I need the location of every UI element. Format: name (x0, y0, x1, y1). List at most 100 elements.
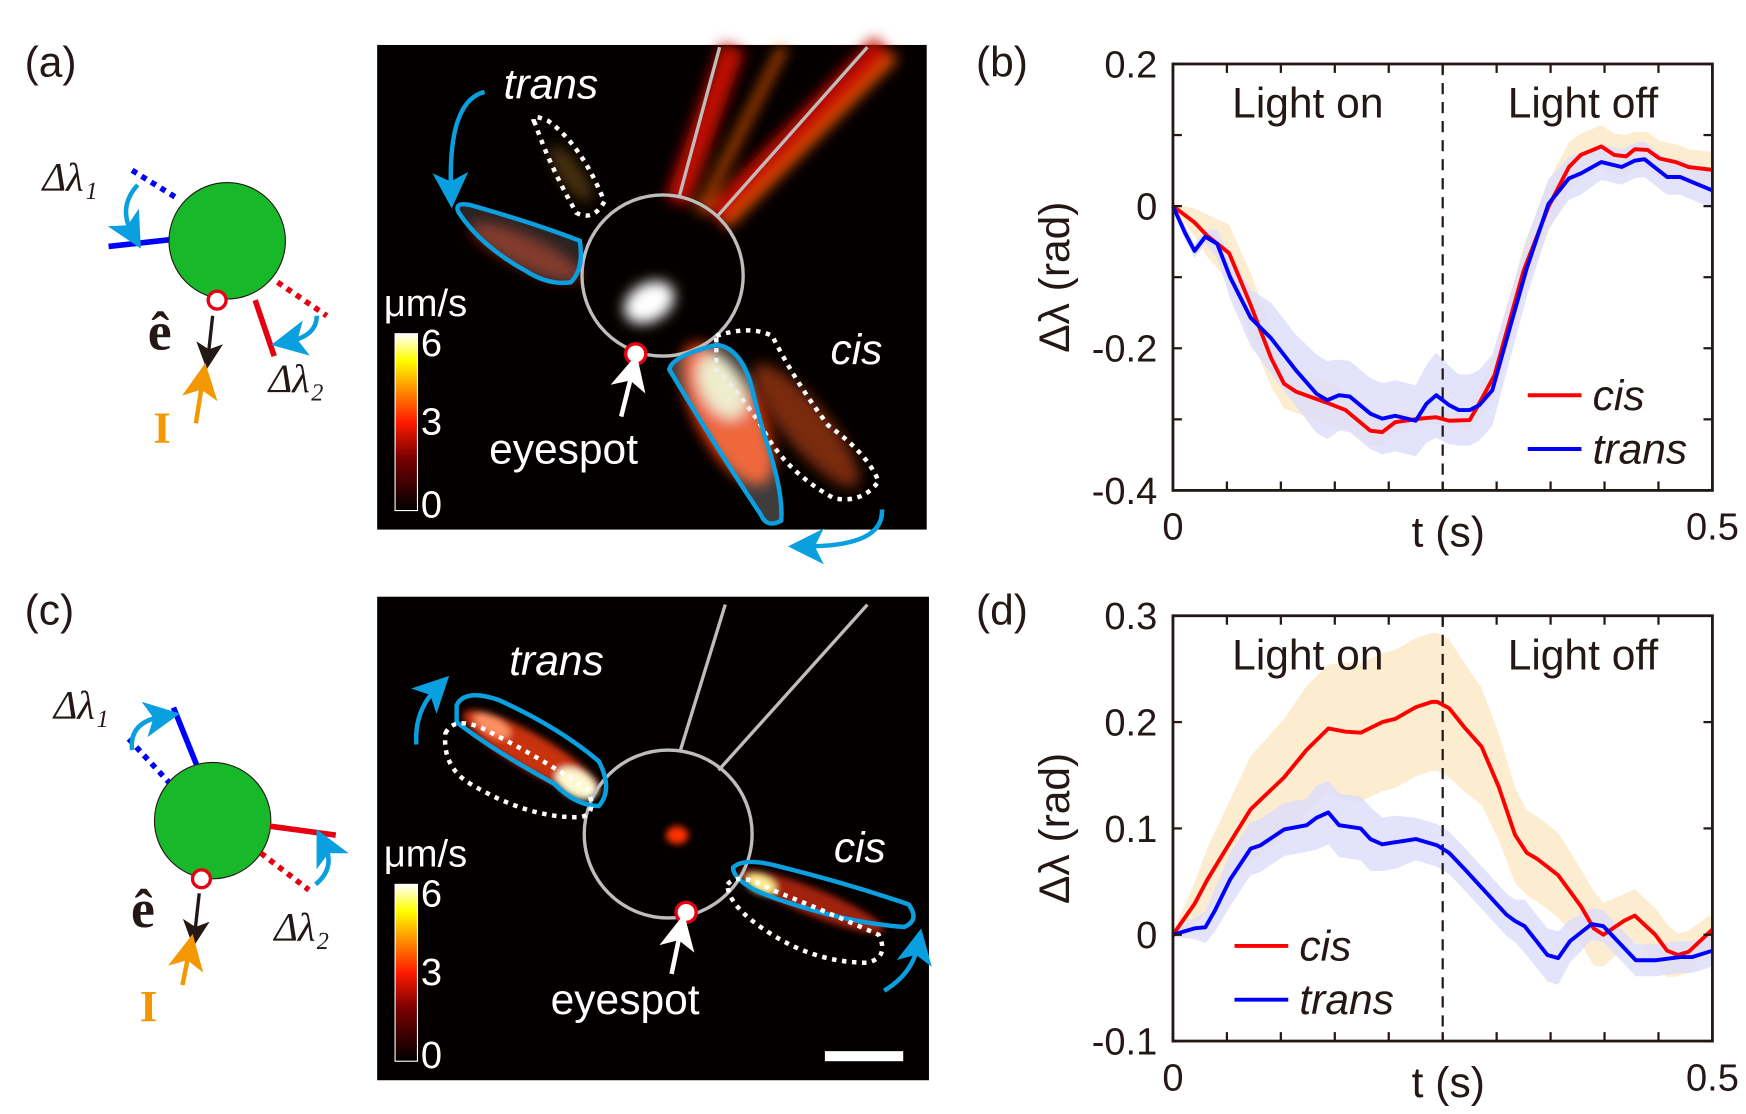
colorbar-unit-label: μm/s (384, 833, 467, 875)
y-tick-label: 0 (1136, 915, 1157, 957)
x-tick-label: 0 (1162, 1057, 1183, 1099)
eyespot-pointer-arrow-icon (659, 913, 695, 975)
e-hat-arrow-icon (182, 893, 210, 947)
x-tick-label: 0 (1162, 507, 1183, 549)
colorbar-unit-label: μm/s (384, 283, 467, 325)
eyespot-label: eyespot (551, 976, 700, 1024)
chart-d: 0.30.20.10-0.10 0.5t (s)Δλ (rad)Light on L… (1031, 596, 1739, 1107)
panel-label-b: (b) (976, 38, 1028, 86)
flagellum-guide-1 (678, 604, 727, 751)
trans-blue-region (455, 201, 584, 286)
trans-blue-region (454, 693, 609, 809)
rotation-arrow-1-icon (129, 701, 180, 751)
cell-body (168, 182, 286, 300)
colorbar-min-label: 0 (421, 484, 442, 526)
blue-dotted-line (130, 167, 181, 202)
blue-flagellum-line (108, 236, 171, 250)
cis-rotation-arrow-icon (883, 928, 932, 993)
panel-label-a: (a) (25, 38, 77, 86)
trans-rotation-arrow-icon (411, 675, 450, 745)
trans-rotation-arrow-icon (432, 89, 486, 209)
x-axis-label: t (s) (1412, 508, 1485, 556)
light-off-annotation: Light off (1508, 631, 1659, 679)
series-line-trans (1172, 810, 1714, 963)
intensity-label: I (140, 981, 157, 1031)
legend-label-cis: cis (1593, 372, 1645, 420)
trans-dotted-region (442, 720, 594, 820)
schematic-a: ê I Δλ₁ Δλ₂ (41, 154, 329, 452)
colorbar-max-label: 6 (421, 323, 442, 365)
y-tick-label: 0.1 (1104, 809, 1157, 851)
delta-lambda-1-label: Δλ₁ (41, 154, 98, 199)
legend-label-trans: trans (1593, 426, 1688, 474)
cis-dotted-region (725, 876, 885, 965)
x-tick-label: 0.5 (1686, 507, 1739, 549)
colorbar-mid-label: 3 (421, 952, 442, 994)
e-hat-arrow-icon (196, 315, 224, 370)
light-arrow-icon (182, 363, 218, 424)
y-tick-label: -0.1 (1092, 1021, 1158, 1063)
delta-lambda-2-label: Δλ₂ (267, 356, 324, 401)
y-tick-label: 0.3 (1104, 596, 1157, 638)
error-band-cis (1172, 632, 1713, 978)
series-line-trans (1171, 157, 1714, 423)
blue-flagellum-line (170, 706, 200, 767)
intensity-label: I (153, 402, 170, 452)
light-on-annotation: Light on (1232, 80, 1383, 128)
trans-label: trans (509, 637, 604, 685)
y-tick-label: -0.2 (1092, 329, 1158, 371)
flagellum-guide-2 (716, 46, 869, 218)
scale-bar (824, 1051, 904, 1062)
light-on-annotation: Light on (1232, 631, 1383, 679)
eyespot-marker (674, 900, 698, 925)
colorbar-min-label: 0 (421, 1035, 442, 1077)
flagellum-guide-1 (677, 46, 722, 197)
legend-label-cis: cis (1299, 922, 1351, 970)
eyespot-marker (623, 342, 648, 366)
colorbar-mid-label: 3 (421, 401, 442, 443)
flagellum-guide-2 (717, 603, 869, 772)
colorbar (394, 333, 419, 512)
cis-blue-region (730, 859, 916, 930)
y-axis-label: Δλ (rad) (1031, 753, 1079, 904)
flow-map-background (377, 596, 929, 1081)
x-axis-label: t (s) (1412, 1059, 1485, 1107)
red-flagellum-line (269, 823, 337, 838)
series-line-cis (1171, 144, 1713, 435)
red-dotted-line (275, 279, 329, 319)
delta-lambda-1-label: Δλ₁ (52, 683, 109, 728)
blue-dotted-line (126, 736, 173, 786)
eyespot-marker (206, 289, 228, 311)
y-tick-label: 0 (1136, 187, 1157, 229)
chart-b: 0.20-0.2-0.40 0.5t (s)Δλ (rad)Light on Lig… (1031, 44, 1739, 556)
rotation-arrow-2-icon (314, 829, 349, 887)
y-tick-label: 0.2 (1104, 44, 1157, 86)
y-axis-label: Δλ (rad) (1031, 202, 1079, 353)
flow-map-a: trans cis eyespot μm/s 6 3 0 (377, 37, 927, 565)
cis-blue-region (666, 342, 784, 526)
cis-label: cis (834, 824, 886, 872)
trans-label: trans (504, 61, 599, 109)
rotation-arrow-1-icon (107, 183, 141, 249)
panel-label-d: (d) (976, 587, 1028, 635)
eyespot-label: eyespot (489, 426, 638, 474)
error-band-trans (1172, 141, 1713, 457)
legend-label-trans: trans (1299, 976, 1394, 1024)
red-dotted-line (259, 850, 311, 893)
delta-lambda-2-label: Δλ₂ (272, 904, 329, 949)
e-hat-label: ê (131, 879, 155, 939)
schematic-c: ê I Δλ₁ Δλ₂ (52, 683, 349, 1031)
colorbar-max-label: 6 (421, 874, 442, 916)
panel-label-c: (c) (25, 587, 75, 635)
eyespot-pointer-arrow-icon (610, 354, 646, 418)
eyespot-marker (190, 868, 213, 890)
red-flagellum-line (252, 299, 277, 357)
y-tick-label: 0.2 (1104, 703, 1157, 745)
flow-map-c: trans cis eyespot μm/s 6 3 0 (377, 596, 932, 1081)
light-off-annotation: Light off (1508, 80, 1659, 128)
e-hat-label: ê (148, 301, 172, 361)
x-tick-label: 0.5 (1686, 1057, 1739, 1099)
cell-body (153, 761, 272, 880)
rotation-arrow-2-icon (271, 315, 319, 356)
